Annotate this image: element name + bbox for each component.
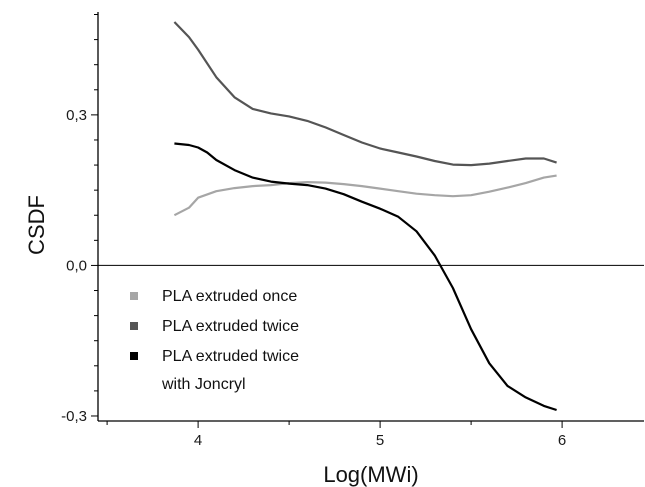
legend-swatch [130, 352, 138, 360]
x-tick-label: 6 [558, 432, 566, 449]
series-line-1 [173, 174, 557, 217]
axes: 4 5 6 -0,3 0,0 0,3 [61, 12, 644, 449]
legend-label: PLA extruded twice [162, 318, 299, 335]
y-tick-label: 0,0 [66, 257, 87, 274]
x-axis-title: Log(MWi) [323, 462, 418, 487]
series-line-2 [173, 21, 557, 167]
legend: PLA extruded once PLA extruded twice PLA e… [130, 288, 299, 393]
legend-swatch [130, 322, 138, 330]
y-axis-title: CSDF [24, 195, 49, 255]
y-tick-label: 0,3 [66, 107, 87, 124]
series-line-3 [174, 142, 557, 412]
plot-area [173, 21, 557, 412]
x-tick-label: 5 [376, 432, 384, 449]
legend-swatch [130, 292, 138, 300]
x-tick-label: 4 [194, 432, 202, 449]
y-tick-label: -0,3 [61, 408, 87, 425]
legend-label: PLA extruded twice [162, 348, 299, 365]
legend-label: with Joncryl [161, 376, 246, 393]
legend-label: PLA extruded once [162, 288, 297, 305]
